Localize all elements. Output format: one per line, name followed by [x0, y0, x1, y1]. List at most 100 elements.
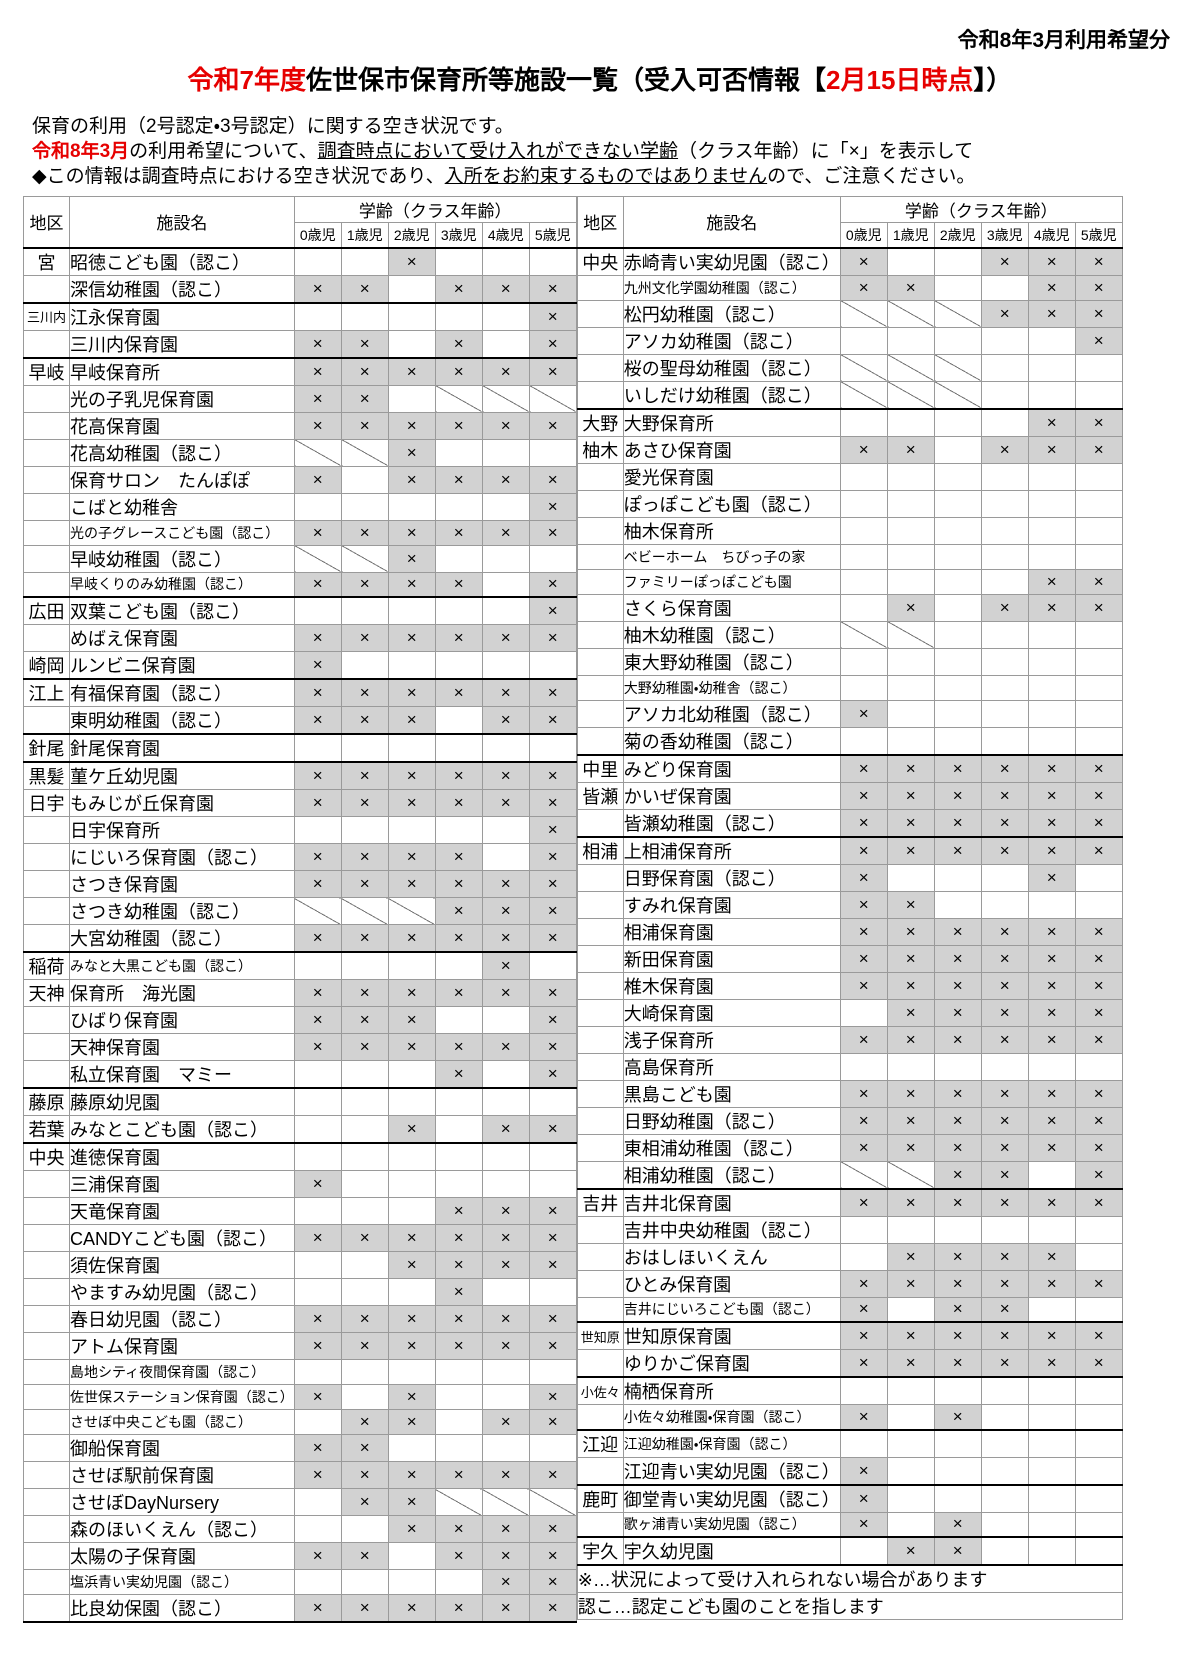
- note3-tail: ので、ご注意ください。: [767, 166, 976, 188]
- table-row: 黒髪 菫ケ丘幼児園 × × × × × ×: [23, 761, 577, 790]
- table-row: 椎木保育園 × × × × × ×: [576, 971, 1123, 1000]
- availability-cell: [387, 1569, 436, 1595]
- row-facility-name: ファミリーぽっぽこども園: [622, 568, 841, 595]
- availability-cell: ×: [933, 1187, 982, 1217]
- row-area-label: 崎岡: [23, 651, 70, 680]
- availability-cell: [1074, 699, 1123, 728]
- availability-cell: ×: [528, 1224, 577, 1252]
- facility-table-left: 地区 施設名 学齢（クラス年齢） 0歳児 1歳児 2歳児 3歳児 4歳児 5歳児…: [23, 196, 577, 1623]
- availability-cell: [980, 620, 1029, 649]
- row-area-label: 藤原: [23, 1087, 70, 1116]
- row-facility-name: ベビーホーム ちびっ子の家: [622, 543, 841, 570]
- row-area-label: [576, 1133, 624, 1162]
- availability-cell: [839, 620, 888, 649]
- availability-cell: [933, 593, 982, 622]
- availability-cell: ×: [340, 678, 389, 707]
- availability-cell: [481, 301, 530, 331]
- availability-cell: [933, 516, 982, 545]
- availability-cell: ×: [340, 384, 389, 413]
- availability-cell: ×: [481, 1197, 530, 1225]
- availability-cell: [980, 1376, 1029, 1405]
- table-row: 相浦保育園 × × × × × ×: [576, 917, 1123, 946]
- row-facility-name: アトム保育園: [69, 1332, 295, 1360]
- table-row: 大崎保育園 × × × × ×: [576, 998, 1123, 1027]
- row-area-label: [23, 1197, 70, 1225]
- row-area-label: [576, 299, 624, 328]
- availability-cell: [1074, 380, 1123, 409]
- row-facility-name: ひとみ保育園: [622, 1269, 841, 1298]
- table-row: 日宇 もみじが丘保育園 × × × × × ×: [23, 789, 577, 817]
- table-row: 春日幼児園（認こ） × × × × × ×: [23, 1305, 577, 1333]
- availability-cell: [1074, 1242, 1123, 1271]
- footnote-row: 認こ…認定こども園のことを指します: [576, 1592, 1123, 1620]
- availability-cell: [387, 492, 436, 521]
- availability-cell: ×: [1027, 863, 1076, 892]
- availability-cell: ×: [839, 917, 888, 946]
- row-area-label: [23, 492, 70, 521]
- availability-cell: [293, 1142, 342, 1171]
- row-area-label: [576, 462, 624, 491]
- row-facility-name: 須佐保育園: [69, 1251, 295, 1279]
- row-area-label: [23, 1409, 70, 1435]
- row-area-label: 稲荷: [23, 951, 70, 980]
- availability-cell: [293, 1515, 342, 1543]
- availability-cell: ×: [1074, 944, 1123, 973]
- table-row: 花高幼稚園（認こ） ×: [23, 438, 577, 467]
- availability-cell: ×: [886, 971, 935, 1000]
- availability-cell: [293, 492, 342, 521]
- availability-cell: [293, 438, 342, 467]
- availability-cell: [434, 596, 483, 625]
- availability-cell: [839, 726, 888, 755]
- availability-cell: ×: [528, 1542, 577, 1570]
- availability-cell: ×: [528, 1006, 577, 1034]
- availability-cell: ×: [980, 1349, 1029, 1378]
- row-facility-name: 新田保育園: [622, 944, 841, 973]
- availability-cell: ×: [839, 1404, 888, 1430]
- footnote-row: ※…状況によって受け入れられない場合があります: [576, 1564, 1123, 1593]
- availability-cell: [528, 1278, 577, 1306]
- availability-cell: ×: [839, 1106, 888, 1135]
- availability-cell: [839, 1215, 888, 1244]
- availability-cell: [387, 951, 436, 980]
- note-line-2: 令和8年3月の利用希望について、調査時点において受け入れができない学齢（クラス年…: [32, 139, 1172, 164]
- availability-cell: [1074, 674, 1123, 701]
- availability-cell: ×: [1027, 435, 1076, 464]
- availability-cell: ×: [387, 1033, 436, 1061]
- table-row: 桜の聖母幼稚園（認こ）: [576, 353, 1123, 382]
- availability-cell: [481, 596, 530, 625]
- availability-cell: [886, 1160, 935, 1189]
- table-row: 針尾 針尾保育園: [23, 733, 577, 763]
- availability-cell: ×: [293, 465, 342, 494]
- table-row: 東相浦幼稚園（認こ） × × × × × ×: [576, 1133, 1123, 1162]
- availability-cell: [933, 543, 982, 570]
- availability-cell: ×: [340, 1594, 389, 1623]
- row-area-label: [23, 1251, 70, 1279]
- availability-cell: ×: [1074, 1160, 1123, 1189]
- availability-cell: [933, 380, 982, 409]
- table-row: 比良幼保園（認こ） × × × × × ×: [23, 1594, 577, 1623]
- col-header-age-2: 2歳児: [387, 222, 436, 248]
- availability-cell: ×: [434, 329, 483, 358]
- row-facility-name: 宇久幼児園: [622, 1536, 841, 1566]
- availability-cell: ×: [387, 706, 436, 735]
- row-area-label: 早岐: [23, 356, 70, 386]
- col-header-age-1: 1歳児: [340, 222, 389, 248]
- availability-cell: ×: [434, 1197, 483, 1225]
- row-area-label: [576, 620, 624, 649]
- availability-cell: ×: [1027, 246, 1076, 276]
- row-facility-name: 私立保育園 マミー: [69, 1060, 295, 1089]
- col-header-facility: 施設名: [69, 196, 295, 248]
- availability-cell: ×: [839, 753, 888, 783]
- table-row: 光の子乳児保育園 × ×: [23, 384, 577, 413]
- availability-cell: [293, 544, 342, 573]
- table-row: 浅子保育所 × × × × × ×: [576, 1025, 1123, 1054]
- col-header-area-right: 地区: [576, 196, 624, 248]
- row-facility-name: こばと幼稚舎: [69, 492, 295, 521]
- availability-cell: ×: [980, 998, 1029, 1027]
- availability-cell: [839, 998, 888, 1027]
- availability-cell: ×: [481, 951, 530, 980]
- availability-cell: [387, 1278, 436, 1306]
- availability-cell: ×: [528, 1409, 577, 1435]
- availability-cell: [933, 1052, 982, 1081]
- row-area-label: 江上: [23, 678, 70, 707]
